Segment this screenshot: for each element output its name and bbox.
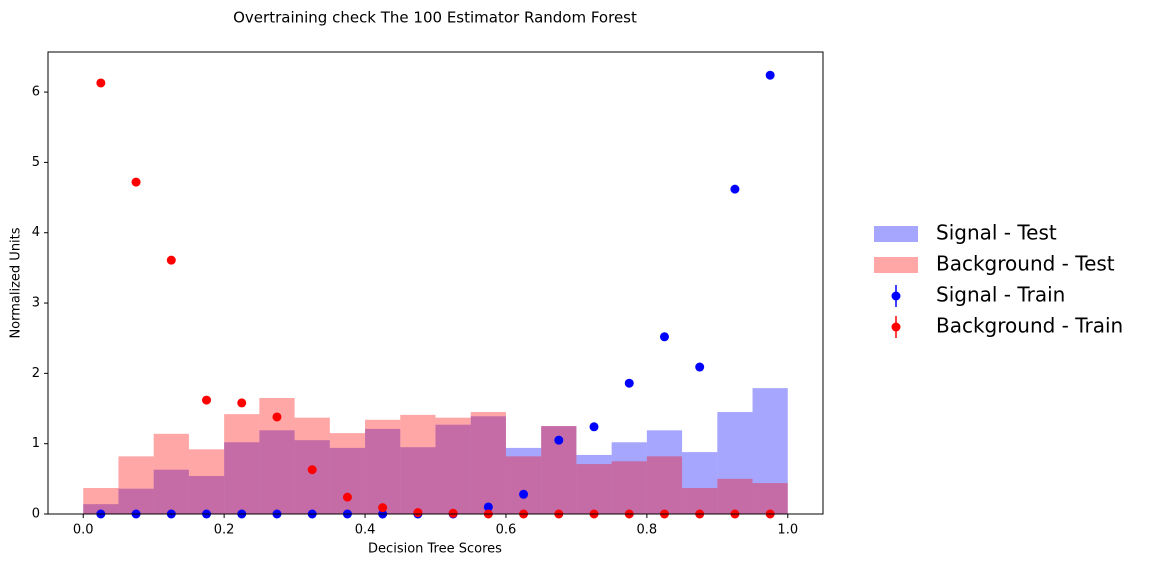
histogram-bar (576, 464, 612, 514)
histogram-bar (682, 452, 718, 514)
x-tick-label: 0.2 (214, 523, 235, 538)
histogram-bar (470, 416, 506, 514)
histogram-bar (365, 419, 401, 514)
legend-swatch (874, 226, 918, 242)
chart-title: Overtraining check The 100 Estimator Ran… (233, 9, 637, 27)
x-tick-label: 0.4 (355, 523, 376, 538)
y-tick-label: 3 (32, 296, 40, 311)
histogram-bar (717, 412, 753, 514)
histogram-bar (646, 430, 683, 514)
plot-frame (47, 51, 824, 515)
train-point (272, 412, 282, 422)
y-tick-label: 5 (32, 155, 40, 170)
histogram-bar (435, 417, 471, 514)
histogram-bar (400, 447, 436, 514)
y-tick-label: 4 (32, 225, 40, 240)
train-point (166, 255, 176, 265)
legend-label: Background - Train (936, 314, 1123, 338)
legend-label: Signal - Test (936, 221, 1057, 245)
y-tick-label: 2 (32, 366, 40, 381)
histogram-bar (153, 433, 189, 514)
y-axis-label: Normalized Units (9, 227, 24, 338)
histogram-bar (470, 412, 506, 514)
histogram-bar (83, 504, 119, 514)
histogram-bar (611, 461, 647, 514)
legend-marker (891, 322, 901, 332)
histogram-bar (259, 430, 295, 514)
train-point (131, 177, 141, 187)
train-point (237, 398, 247, 408)
train-point (695, 362, 705, 372)
histogram-bar (505, 447, 542, 514)
legend-swatch (874, 257, 918, 273)
train-point (448, 508, 458, 518)
y-tick-label: 1 (32, 436, 40, 451)
x-tick-label: 0.8 (637, 523, 658, 538)
histogram-bar (646, 456, 683, 514)
histogram-bar (505, 456, 542, 514)
x-tick-label: 0.6 (496, 523, 517, 538)
legend-label: Background - Test (936, 252, 1115, 276)
train-point (413, 508, 423, 518)
histogram-bar (576, 454, 612, 514)
train-point (378, 503, 388, 513)
train-point (96, 78, 106, 88)
histogram-bar (435, 424, 471, 514)
y-tick-label: 0 (32, 507, 40, 522)
x-tick-label: 0.0 (73, 523, 94, 538)
histogram-bar (329, 447, 366, 514)
histogram-bar (188, 476, 225, 514)
train-point (624, 378, 634, 388)
x-axis-label: Decision Tree Scores (368, 542, 502, 557)
train-point (765, 70, 775, 80)
train-point (307, 465, 317, 475)
histogram-bar (118, 456, 154, 514)
histogram-bar (294, 440, 330, 514)
legend-label: Signal - Train (936, 283, 1065, 307)
histogram-bar (752, 388, 788, 514)
train-point (659, 332, 669, 342)
train-point (589, 422, 599, 432)
histogram-bar (365, 428, 401, 514)
histogram-bar (224, 414, 260, 514)
y-tick-label: 6 (32, 85, 40, 100)
histogram-bar (400, 414, 436, 514)
histogram-bar (752, 483, 788, 514)
histogram-bar (188, 449, 225, 514)
train-point (483, 502, 493, 512)
train-point (202, 395, 212, 405)
histogram-bar (717, 478, 753, 514)
train-point (554, 435, 564, 445)
train-point (730, 184, 740, 194)
histogram-bar (153, 469, 189, 514)
legend-marker (891, 291, 901, 301)
train-point (519, 489, 529, 499)
x-tick-label: 1.0 (777, 523, 798, 538)
histogram-bar (611, 442, 647, 514)
histogram-bar (224, 442, 260, 514)
train-point (342, 492, 352, 502)
histogram-bar (329, 433, 366, 514)
